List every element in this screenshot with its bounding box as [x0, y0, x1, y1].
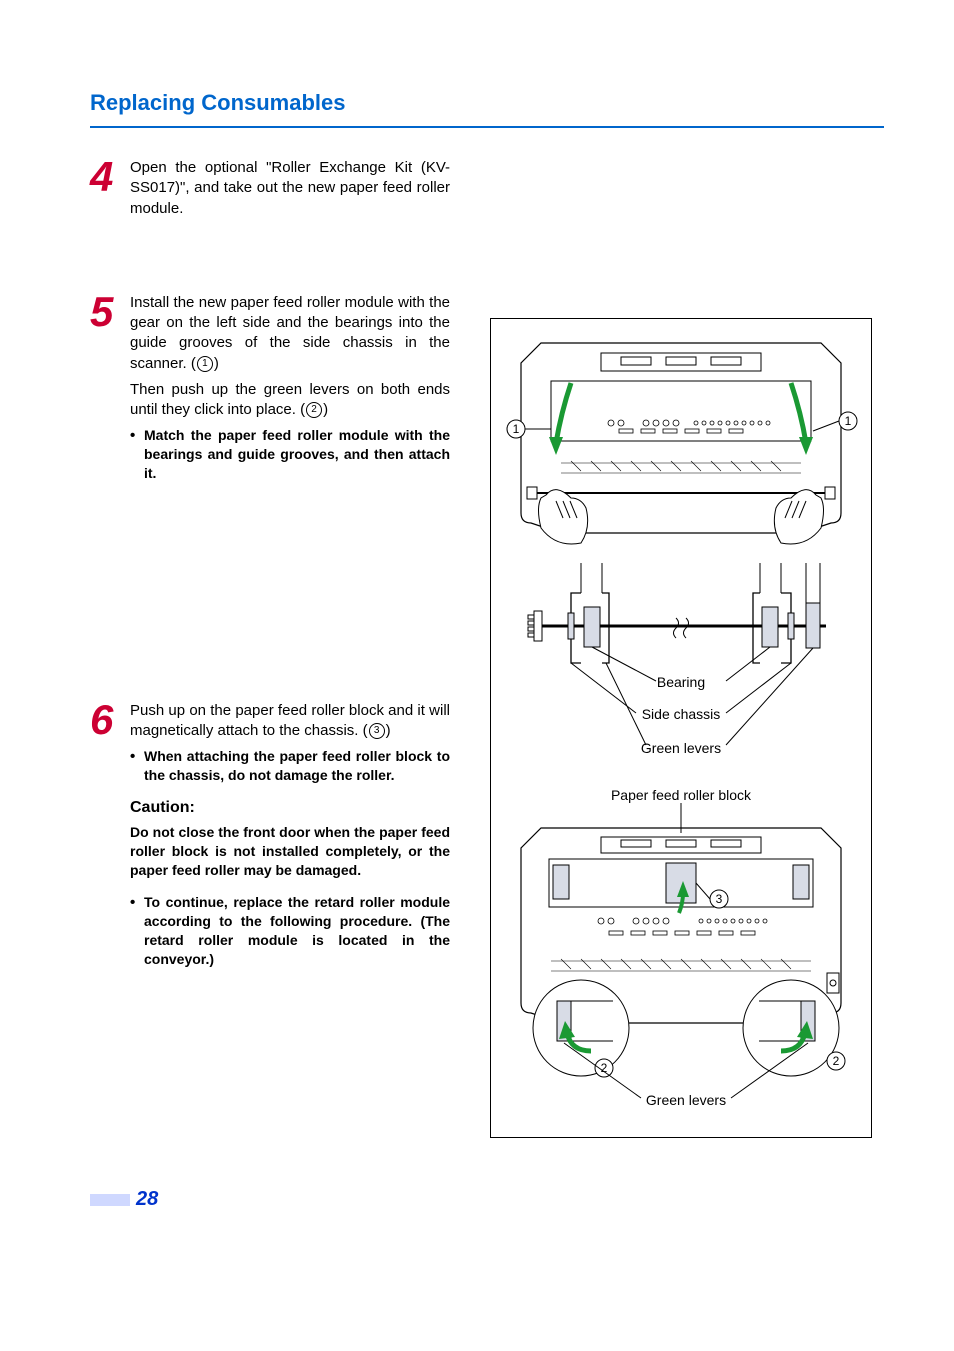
svg-text:Green levers: Green levers: [646, 1092, 726, 1108]
circled-1-icon: 1: [197, 356, 213, 372]
caution-heading: Caution:: [130, 797, 450, 819]
page-number: 28: [90, 1188, 884, 1211]
step6-text: Push up on the paper feed roller block a…: [130, 701, 450, 742]
step-number-6: 6: [90, 699, 130, 969]
caution-text: Do not close the front door when the pap…: [130, 823, 450, 880]
svg-text:Bearing: Bearing: [657, 674, 705, 690]
svg-text:3: 3: [716, 892, 723, 906]
step4-text: Open the optional "Roller Exchange Kit (…: [130, 158, 450, 219]
bullet-dot: •: [130, 747, 144, 785]
svg-text:2: 2: [833, 1054, 840, 1068]
step6-bullet2: To continue, replace the retard roller m…: [144, 893, 450, 969]
circled-2-icon: 2: [306, 402, 322, 418]
figure-frame: 1 1: [490, 318, 872, 1138]
paper-feed-block-label: Paper feed roller block: [611, 787, 751, 803]
step6-bullet1: When attaching the paper feed roller blo…: [144, 747, 450, 785]
step-number-4: 4: [90, 156, 130, 225]
svg-text:Green levers: Green levers: [641, 740, 721, 756]
circled-3-icon: 3: [369, 723, 385, 739]
bullet-dot: •: [130, 893, 144, 969]
step5-bullet: Match the paper feed roller module with …: [144, 426, 450, 483]
svg-text:1: 1: [845, 414, 852, 428]
svg-text:1: 1: [513, 422, 520, 436]
scanner-bottom-illustration: 3: [501, 803, 861, 1113]
step-number-5: 5: [90, 291, 130, 483]
step5-text1: Install the new paper feed roller module…: [130, 293, 450, 374]
bullet-dot: •: [130, 426, 144, 483]
scanner-top-illustration: 1 1: [501, 333, 861, 563]
divider: [90, 126, 884, 128]
section-heading: Replacing Consumables: [90, 90, 884, 116]
svg-text:Side chassis: Side chassis: [642, 706, 721, 722]
bearing-detail-illustration: Bearing Side chassis Green levers: [526, 563, 836, 763]
step5-text2: Then push up the green levers on both en…: [130, 380, 450, 421]
